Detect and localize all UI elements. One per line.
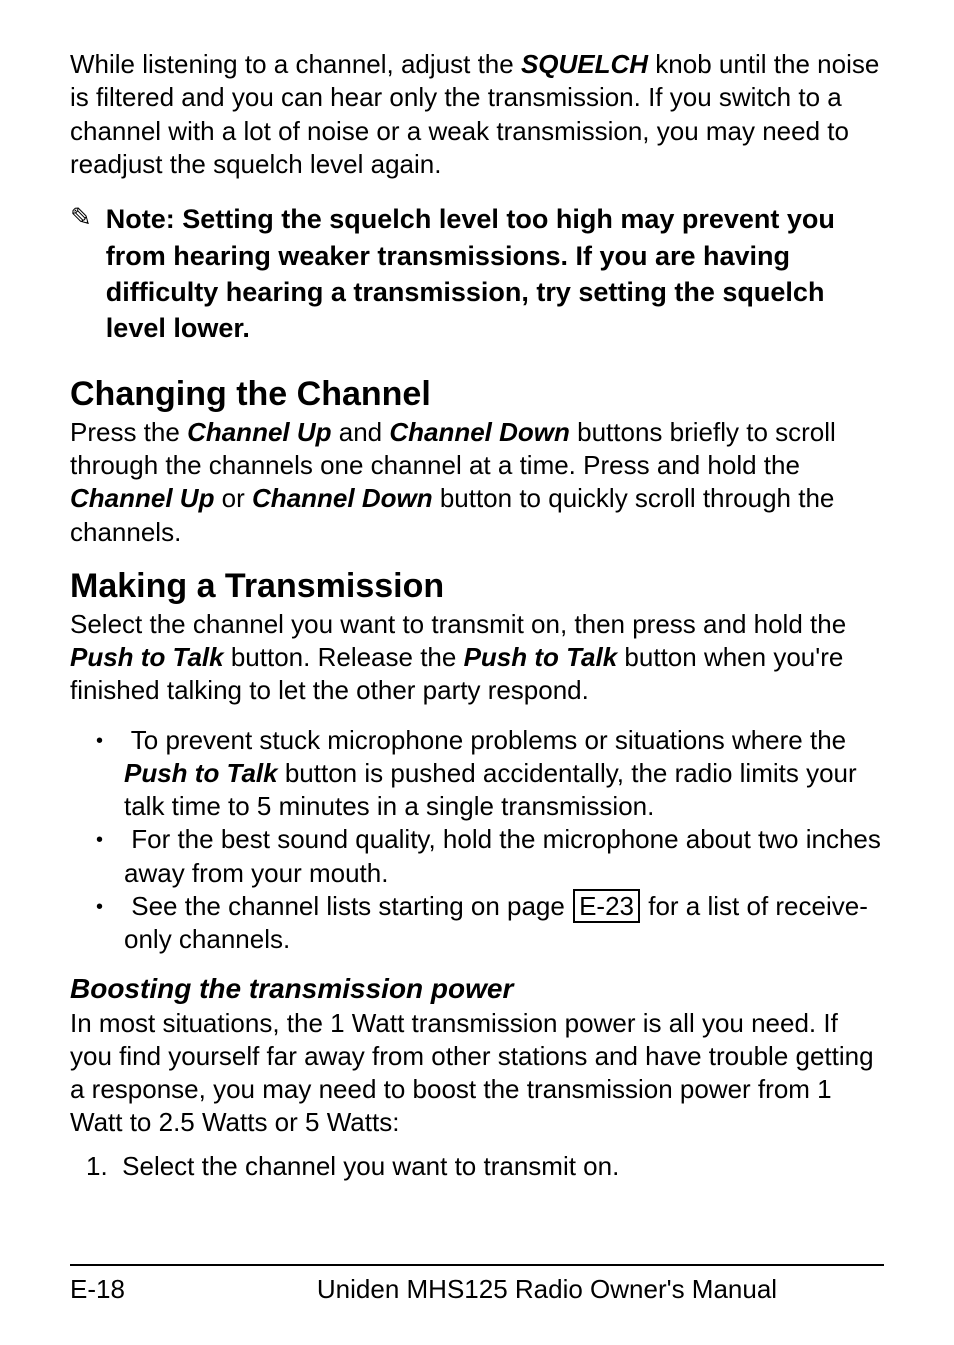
step-text: Select the channel you want to transmit … [122, 1151, 619, 1181]
footer-title: Uniden MHS125 Radio Owner's Manual [210, 1274, 884, 1305]
pencil-icon: ✎ [70, 201, 92, 347]
list-item: See the channel lists starting on page E… [70, 890, 884, 957]
push-to-talk-label: Push to Talk [124, 758, 278, 788]
list-item: For the best sound quality, hold the mic… [70, 823, 884, 890]
text: Select the channel you want to transmit … [70, 609, 846, 639]
text: Press the [70, 417, 187, 447]
text: See the channel lists starting on page [131, 891, 572, 921]
making-transmission-heading: Making a Transmission [70, 567, 884, 606]
list-item: 1. Select the channel you want to transm… [70, 1150, 884, 1183]
push-to-talk-label: Push to Talk [464, 642, 618, 672]
text: and [332, 417, 390, 447]
page-footer: E-18 Uniden MHS125 Radio Owner's Manual [70, 1264, 884, 1305]
step-number: 1. [86, 1151, 108, 1181]
note-block: ✎ Note: Setting the squelch level too hi… [70, 201, 884, 347]
note-text: Note: Setting the squelch level too high… [106, 201, 884, 347]
page-link-e23[interactable]: E-23 [573, 889, 640, 923]
squelch-knob-label: SQUELCH [521, 49, 648, 79]
push-to-talk-label: Push to Talk [70, 642, 224, 672]
boosting-steps: 1. Select the channel you want to transm… [70, 1150, 884, 1183]
list-item: To prevent stuck microphone problems or … [70, 724, 884, 824]
boosting-paragraph: In most situations, the 1 Watt transmiss… [70, 1007, 884, 1140]
channel-up-label: Channel Up [70, 483, 214, 513]
channel-up-label: Channel Up [187, 417, 331, 447]
text: To prevent stuck microphone problems or … [131, 725, 846, 755]
making-transmission-paragraph: Select the channel you want to transmit … [70, 608, 884, 708]
channel-down-label: Channel Down [252, 483, 433, 513]
intro-pre: While listening to a channel, adjust the [70, 49, 521, 79]
footer-page-number: E-18 [70, 1274, 210, 1305]
channel-down-label: Channel Down [389, 417, 570, 447]
text: or [214, 483, 252, 513]
changing-channel-paragraph: Press the Channel Up and Channel Down bu… [70, 416, 884, 549]
intro-paragraph: While listening to a channel, adjust the… [70, 48, 884, 181]
text: button. Release the [224, 642, 464, 672]
text: For the best sound quality, hold the mic… [124, 824, 881, 887]
boosting-heading: Boosting the transmission power [70, 973, 884, 1005]
changing-channel-heading: Changing the Channel [70, 375, 884, 414]
transmission-bullets: To prevent stuck microphone problems or … [70, 724, 884, 957]
